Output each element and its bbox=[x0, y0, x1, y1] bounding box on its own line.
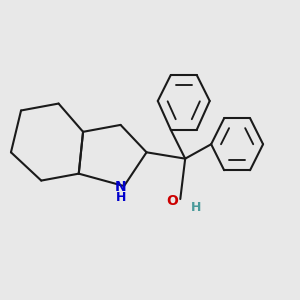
Text: N: N bbox=[115, 180, 126, 194]
Text: H: H bbox=[191, 201, 201, 214]
Text: H: H bbox=[116, 190, 126, 203]
Text: O: O bbox=[166, 194, 178, 208]
